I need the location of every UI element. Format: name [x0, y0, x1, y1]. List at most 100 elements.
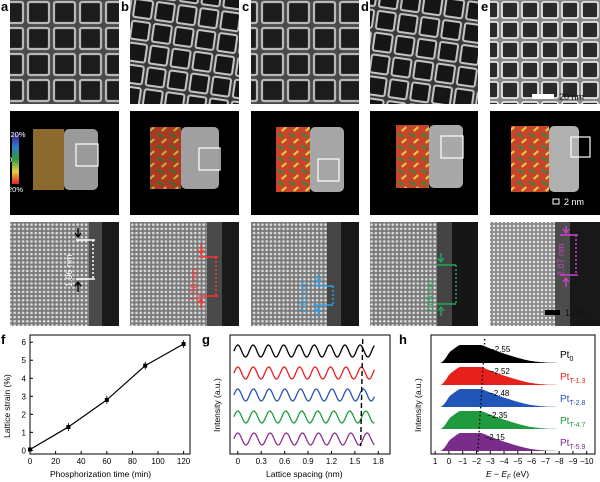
chart-f-ytick-label: 5	[22, 356, 27, 365]
chart-g-xtick-label: 0.9	[302, 457, 314, 466]
chart-g-xtick-label: 1.8	[373, 457, 385, 466]
spacing-label-d: 2.05 nm	[425, 280, 435, 313]
chart-h-xtick-label: −2	[472, 457, 482, 466]
chart-h-xlabel-main: E − E	[486, 469, 507, 479]
chart-g-xtick-label: 0.3	[256, 457, 268, 466]
chart-h-xtick-label: −10	[580, 457, 594, 466]
chart-g-xtick-label: 0.6	[279, 457, 291, 466]
scalebar-20nm-label: 20 nm	[559, 92, 584, 102]
panel-label-e: e	[481, 0, 488, 14]
chart-h-series-label-2: PtT-2.8	[560, 394, 586, 407]
chart-h-xtick-label: −7	[541, 457, 551, 466]
chart-g-series-3	[233, 410, 375, 424]
colorbar-bottom-label: 20%	[8, 185, 23, 194]
chart-g-series-0	[233, 344, 375, 358]
chart-f-xtick-label: 120	[177, 457, 191, 466]
tem-image-d	[370, 0, 478, 104]
spacing-marker-d	[437, 253, 457, 316]
chart-g-series-1	[233, 366, 376, 380]
chart-f: 0 20 40 60 80 100 120 0 1 2 3 4 5 6 Lattice strain (%…	[2, 334, 191, 479]
chart-g-ylabel: Intensity (a.u.)	[212, 378, 222, 432]
chart-f-frame	[29, 334, 191, 455]
chart-h-dotted-line	[477, 338, 486, 453]
chart-g-dashed-line	[359, 338, 364, 447]
chart-f-xlabel: Phosphorization time (min)	[50, 469, 151, 479]
chart-f-ytick-label: 3	[22, 392, 27, 401]
tem-image-e	[490, 0, 600, 104]
chart-g-xtick-label: 1.5	[349, 457, 361, 466]
chart-g-frame	[229, 334, 391, 455]
strain-map-e	[511, 126, 549, 192]
colorbar-mid-label: 0	[8, 155, 12, 164]
chart-f-xtick-label: 100	[151, 457, 165, 466]
chart-h-xtick-label: −6	[527, 457, 537, 466]
scalebar-20nm	[532, 94, 554, 99]
chart-h-xlabel: E − EF (eV)	[486, 469, 529, 481]
chart-f-ytick-label: 6	[22, 338, 27, 347]
strain-map-c	[276, 127, 310, 192]
panel-label-d: d	[361, 0, 369, 14]
spacing-label-c: 2.01 nm	[298, 280, 308, 313]
tem-image-b	[130, 0, 239, 104]
strain-map-d	[396, 125, 429, 188]
strain-map-a	[33, 129, 64, 190]
spacing-label-b: 1.98 nm	[189, 268, 199, 301]
chart-h-frame	[430, 334, 596, 455]
chart-h-dband-label-1: −2.52	[490, 367, 511, 376]
panel-label-b: b	[121, 0, 129, 14]
chart-h-xlabel-sub: F	[507, 475, 511, 481]
strain-map-b	[150, 127, 181, 189]
chart-h-xtick-label: 0	[447, 457, 452, 466]
chart-h-series-label-4: PtT-5.9	[560, 438, 586, 451]
chart-h-xtick-label: −5	[513, 457, 523, 466]
chart-h-dband-label-2: −2.48	[489, 389, 510, 398]
tem-image-a	[10, 0, 119, 104]
chart-h-area-1	[440, 367, 557, 385]
spacing-marker-a	[74, 228, 95, 292]
chart-h-area-2	[440, 389, 557, 407]
chart-h-xtick-label: −3	[486, 457, 496, 466]
chart-g-xtick-label: 1.2	[326, 457, 338, 466]
panel-label-c: c	[242, 0, 249, 14]
panel-label-h: h	[399, 332, 407, 347]
chart-g-series-4	[233, 432, 375, 446]
chart-h-area-4	[440, 433, 557, 451]
spacing-marker-b	[197, 244, 218, 308]
chart-h-xtick-label: −8	[555, 457, 565, 466]
chart-h-xtick-label: −1	[458, 457, 468, 466]
chart-h-dband-label-3: −2.35	[487, 411, 508, 420]
chart-f-xtick-label: 40	[77, 457, 86, 466]
panel-label-a: a	[1, 0, 9, 14]
chart-h-xtick-label: −9	[568, 457, 578, 466]
row1-tem-images: 20 nm	[10, 0, 600, 104]
chart-h-dband-label-0: −2.55	[490, 345, 511, 354]
scalebar-2nm-label: 2 nm	[564, 197, 584, 207]
spacing-marker-e	[560, 226, 578, 287]
chart-h-xtick-label: −4	[499, 457, 509, 466]
spacing-marker-c	[313, 274, 334, 317]
scalebar-1nm	[545, 310, 560, 315]
chart-f-ytick-label: 4	[22, 374, 27, 383]
chart-g: 0 0.3 0.6 0.9 1.2 1.5 1.8 Intensity (a.u.) Lat…	[212, 334, 391, 479]
spacing-label-a: 1.96 nm	[64, 254, 74, 287]
chart-f-xtick-label: 60	[102, 457, 111, 466]
strain-colorbar	[12, 134, 19, 184]
chart-g-xtick-label: 0	[236, 457, 241, 466]
chart-h-ylabel: Intensity (a.u.)	[413, 378, 423, 432]
chart-f-ytick-label: 0	[22, 446, 27, 455]
chart-h-xlabel-unit: (eV)	[511, 469, 530, 479]
chart-f-ytick-label: 1	[22, 428, 27, 437]
chart-h-area-0	[440, 345, 557, 363]
scalebar-1nm-label: 1 nm	[565, 308, 585, 318]
chart-f-xtick-label: 80	[128, 457, 137, 466]
chart-h: 1 0 −1 −2 −3 −4 −5 −6 −7 −8 −9 −10 −2.55 Pt0 −2.52 PtT…	[413, 334, 596, 481]
chart-g-series-2	[233, 388, 375, 402]
row2-strain-maps: -20% 0 20% 2 nm	[8, 111, 600, 215]
spacing-label-e: 2.07 nm	[556, 243, 566, 276]
chart-h-dband-label-4: −2.15	[485, 433, 506, 442]
chart-f-ytick-label: 2	[22, 410, 27, 419]
chart-h-series-label-0: Pt0	[560, 350, 573, 363]
colorbar-top-label: -20%	[8, 130, 26, 139]
panel-label-f: f	[1, 332, 6, 347]
